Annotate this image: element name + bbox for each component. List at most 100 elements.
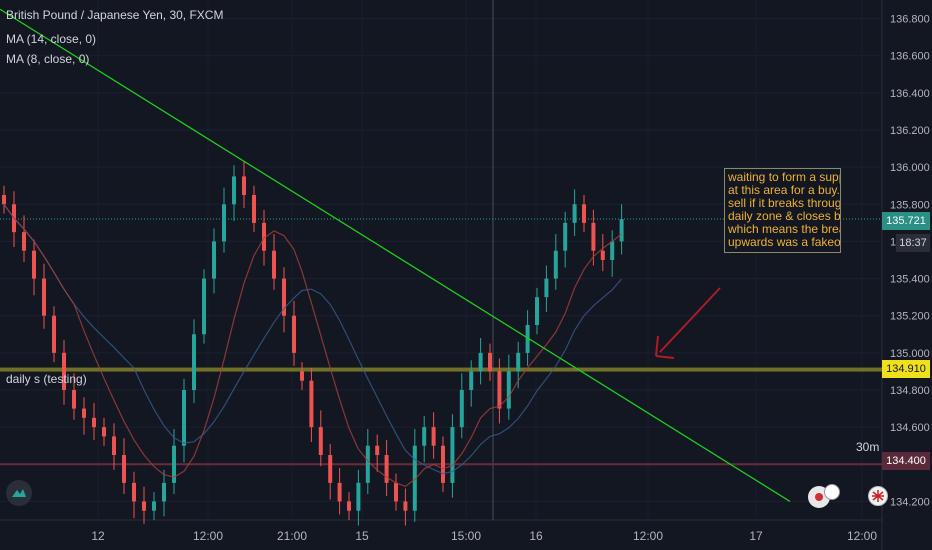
- candle-body: [232, 176, 236, 205]
- candle-body: [242, 176, 246, 195]
- candle-body: [337, 482, 342, 502]
- candle-body: [478, 352, 483, 372]
- y-tick-label: 135.000: [890, 348, 930, 360]
- candle-body: [365, 445, 370, 483]
- ma14-line: [3, 203, 623, 475]
- candle-body: [32, 250, 36, 279]
- annotation-note[interactable]: waiting to form a support at this area f…: [724, 168, 841, 253]
- interval-label: 30m: [856, 440, 880, 454]
- candle-body: [488, 352, 492, 372]
- x-tick-label: 16: [529, 529, 543, 543]
- candle-body: [516, 352, 521, 372]
- candle-body: [572, 204, 577, 223]
- candle-body: [172, 445, 176, 483]
- x-tick-label: 15: [355, 529, 369, 543]
- candle-body: [102, 427, 106, 437]
- tradingview-logo-icon[interactable]: [6, 480, 32, 506]
- y-tick-label: 136.400: [890, 88, 930, 100]
- candle-body: [42, 278, 46, 316]
- y-tick-label: 134.200: [890, 496, 930, 508]
- candle-body: [544, 278, 549, 298]
- candle-body: [356, 482, 361, 511]
- x-tick-label: 15:00: [451, 529, 481, 543]
- candle-body: [272, 250, 276, 279]
- candle-body: [412, 445, 417, 511]
- x-tick-label: 12: [91, 529, 105, 543]
- candle-body: [600, 250, 605, 260]
- candle-body: [535, 297, 539, 325]
- candle-body: [403, 501, 408, 511]
- x-tick-label: 12:00: [847, 529, 877, 543]
- candle-body: [553, 250, 558, 279]
- flag-event-icon[interactable]: [868, 486, 888, 506]
- countdown-tag: 18:37: [896, 234, 930, 252]
- lower-price-tag: 134.400: [882, 452, 930, 470]
- y-tick-label: 136.000: [890, 162, 930, 174]
- y-tick-label: 136.600: [890, 51, 930, 63]
- candle-body: [610, 241, 615, 260]
- candle-body: [384, 455, 389, 483]
- candle-body: [309, 380, 314, 428]
- candle-body: [72, 390, 76, 409]
- candle-body: [92, 417, 96, 428]
- candle-body: [82, 408, 86, 418]
- daily-zone-label: daily s (testing): [6, 372, 87, 386]
- y-tick-label: 134.800: [890, 385, 930, 397]
- candle-body: [450, 427, 455, 483]
- candle-body: [202, 278, 206, 335]
- event-count-badge: [824, 484, 840, 500]
- y-tick-label: 136.200: [890, 125, 930, 137]
- candle-body: [328, 455, 333, 483]
- daily-zone-line: [0, 367, 882, 372]
- candle-body: [469, 371, 474, 390]
- candle-body: [112, 436, 116, 455]
- candle-body: [347, 501, 351, 511]
- x-tick-label: 12:00: [633, 529, 663, 543]
- candle-body: [497, 371, 502, 409]
- candle-body: [318, 427, 323, 455]
- candle-body: [62, 352, 66, 390]
- candle-body: [132, 482, 136, 502]
- candle-body: [591, 222, 596, 251]
- candle-body: [582, 204, 586, 223]
- trendline: [0, 8, 791, 502]
- candle-body: [192, 334, 196, 390]
- symbol-title[interactable]: British Pound / Japanese Yen, 30, FXCM: [6, 8, 224, 22]
- y-tick-label: 135.200: [890, 311, 930, 323]
- candle-body: [300, 371, 304, 381]
- ma14-legend[interactable]: MA (14, close, 0): [6, 32, 97, 46]
- ma8-legend[interactable]: MA (8, close, 0): [6, 52, 90, 66]
- candle-body: [2, 195, 6, 205]
- candle-body: [506, 371, 511, 409]
- candle-body: [212, 241, 216, 279]
- annotation-arrowhead: [655, 335, 675, 359]
- y-tick-label: 135.400: [890, 274, 930, 286]
- candle-body: [52, 315, 56, 353]
- candle-body: [282, 278, 286, 316]
- candle-body: [22, 232, 26, 251]
- candle-body: [292, 315, 296, 353]
- candle-body: [394, 482, 398, 502]
- candle-body: [262, 222, 266, 251]
- candle-body: [441, 445, 445, 483]
- candle-body: [252, 195, 256, 223]
- candle-body: [525, 325, 530, 353]
- candle-body: [459, 390, 464, 428]
- y-tick-label: 135.800: [890, 199, 930, 211]
- candle-body: [152, 501, 156, 511]
- zone-price-tag: 134.910: [882, 360, 930, 378]
- candle-body: [222, 204, 226, 242]
- y-tick-label: 134.600: [890, 422, 930, 434]
- candle-body: [142, 501, 146, 511]
- candle-body: [182, 390, 186, 446]
- ma8-line: [3, 203, 622, 487]
- candle-body: [431, 427, 436, 446]
- candle-body: [563, 222, 568, 251]
- candle-body: [375, 445, 380, 455]
- candle-body: [619, 219, 624, 242]
- x-tick-label: 17: [749, 529, 763, 543]
- x-tick-label: 12:00: [193, 529, 223, 543]
- candle-body: [162, 482, 166, 502]
